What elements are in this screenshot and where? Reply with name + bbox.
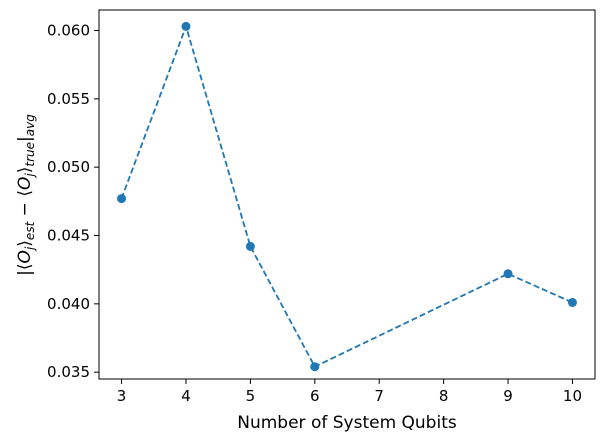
series-layer [117, 21, 577, 372]
x-tick-label: 7 [374, 387, 384, 405]
data-point [117, 194, 127, 204]
y-tick-label: 0.035 [47, 363, 90, 381]
x-tick-label: 8 [439, 387, 449, 405]
ticks-layer: 3 4 5 6 7 8 9 10 0.035 0.040 0.045 0.050 0.055 0.060 [47, 22, 582, 406]
y-axis-label: |⟨Oj⟩est − ⟨Oj⟩true|avg [15, 114, 37, 276]
x-tick-label: 3 [117, 387, 127, 405]
plot-frame [98, 9, 596, 380]
plot-area [99, 10, 595, 379]
series-line [120, 23, 573, 368]
x-tick-label: 6 [310, 387, 320, 405]
data-point [567, 297, 577, 307]
x-tick-label: 5 [246, 387, 256, 405]
y-tick-label: 0.055 [47, 90, 90, 108]
data-point [310, 362, 320, 372]
data-point [503, 269, 513, 279]
y-tick-label: 0.045 [47, 227, 90, 245]
x-tick-label: 4 [181, 387, 191, 405]
data-point [181, 21, 191, 31]
x-axis-label: Number of System Qubits [237, 413, 457, 433]
y-tick-label: 0.040 [47, 295, 90, 313]
y-tick-label: 0.050 [47, 158, 90, 176]
x-tick-label: 10 [563, 387, 582, 405]
data-point [245, 241, 255, 251]
y-tick-label: 0.060 [47, 22, 90, 40]
x-tick-label: 9 [503, 387, 513, 405]
